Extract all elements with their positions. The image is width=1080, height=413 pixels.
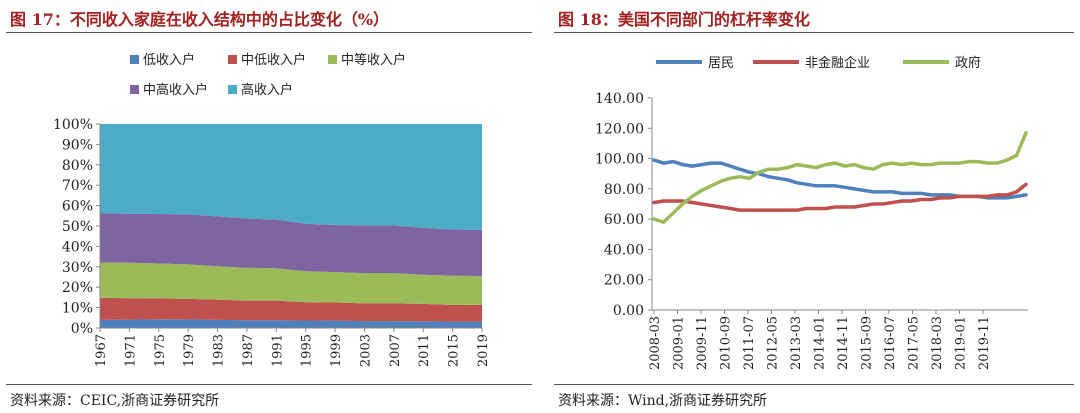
series-line-2 — [652, 182, 1028, 212]
legend-label-5: 高收入户 — [241, 82, 293, 98]
figure-17-title: 图 17：不同收入家庭在收入结构中的占比变化（%） — [10, 10, 390, 29]
y-tick-label: 80.00 — [604, 182, 644, 198]
legend-label-2: 中低收入户 — [241, 52, 306, 68]
legend-swatch-5 — [228, 85, 237, 94]
figure-18-source: 资料来源：Wind,浙商证券研究所 — [558, 393, 768, 409]
y-tick-label: 40% — [62, 239, 93, 255]
x-tick-label: 1999 — [329, 334, 344, 367]
legend-swatch-4 — [130, 85, 139, 94]
y-tick-label: 90% — [62, 137, 93, 153]
legend-swatch-1 — [130, 55, 139, 64]
x-tick-label: 2019-11 — [977, 316, 992, 370]
y-tick-label: 70% — [62, 178, 93, 194]
y-tick-label: 30% — [62, 260, 93, 276]
legend-swatch-3 — [328, 55, 337, 64]
y-tick-label: 60.00 — [604, 212, 644, 228]
figure-17-source: 资料来源：CEIC,浙商证券研究所 — [10, 393, 220, 409]
figure-17-top-rule — [6, 32, 532, 33]
x-tick-label: 1987 — [241, 334, 256, 367]
x-tick-label: 1991 — [270, 334, 285, 367]
x-tick-label: 2010-09 — [719, 316, 734, 370]
x-tick-label: 1995 — [300, 334, 315, 367]
x-tick-label: 2011 — [417, 334, 432, 367]
x-tick-label: 2017-05 — [907, 316, 922, 370]
area-series-4 — [100, 213, 482, 276]
x-tick-label: 2018-03 — [930, 316, 945, 370]
x-tick-label: 2019 — [476, 334, 491, 367]
figure-17-bottom-rule — [6, 384, 532, 385]
y-tick-label: 20% — [62, 280, 93, 296]
legend-swatch-2 — [228, 55, 237, 64]
x-tick-label: 2013-03 — [789, 316, 804, 370]
y-tick-label: 140.00 — [595, 91, 644, 107]
legend-label-3: 中等收入户 — [341, 52, 406, 68]
y-tick-label: 0% — [71, 321, 93, 337]
x-tick-label: 2019-01 — [954, 316, 969, 370]
leverage-line-chart: 居民 非金融企业 政府 0.00 20.00 40.00 60.00 80.00 100.00 1… — [595, 55, 1028, 370]
figure-18-title: 图 18：美国不同部门的杠杆率变化 — [558, 10, 810, 29]
area-series-2 — [100, 297, 482, 322]
y-tick-label: 60% — [62, 199, 93, 215]
figure-17-panel: 图 17：不同收入家庭在收入结构中的占比变化（%） 低收入户 中低收入户 中等收入户… — [0, 0, 538, 413]
legend-label-4: 中高收入户 — [143, 82, 208, 98]
x-tick-label: 2007 — [388, 334, 403, 367]
y-tick-label: 120.00 — [595, 121, 644, 137]
x-tick-label: 1967 — [94, 334, 109, 367]
y-tick-label: 20.00 — [604, 273, 644, 289]
x-tick-label: 1983 — [212, 334, 227, 367]
y-tick-label: 40.00 — [604, 242, 644, 258]
series-line-3 — [652, 131, 1028, 224]
x-tick-label: 2003 — [358, 334, 373, 367]
y-tick-label: 80% — [62, 158, 93, 174]
y-tick-label: 50% — [62, 219, 93, 235]
area-series-5 — [100, 124, 482, 230]
figure-18-panel: 图 18：美国不同部门的杠杆率变化 居民 非金融企业 政府 0.00 20.00 40.0… — [548, 0, 1080, 413]
x-tick-label: 2014-11 — [836, 316, 851, 370]
legend-label-2: 非金融企业 — [805, 55, 870, 71]
y-tick-label: 10% — [62, 301, 93, 317]
x-tick-label: 2008-03 — [648, 316, 663, 370]
area-series-1 — [100, 319, 482, 328]
x-tick-label: 2012-05 — [766, 316, 781, 370]
x-tick-label: 1971 — [123, 334, 138, 367]
x-tick-label: 1979 — [182, 334, 197, 367]
x-tick-label: 2009-11 — [695, 316, 710, 370]
legend-label-1: 低收入户 — [143, 52, 195, 68]
x-tick-label: 2015 — [447, 334, 462, 367]
x-tick-label: 1975 — [153, 334, 168, 367]
x-tick-label: 2011-07 — [742, 316, 757, 370]
legend-label-1: 居民 — [708, 56, 734, 71]
y-tick-label: 0.00 — [613, 303, 644, 319]
x-tick-label: 2015-09 — [860, 316, 875, 370]
figure-18-bottom-rule — [554, 384, 1074, 385]
x-tick-label: 2016-07 — [883, 316, 898, 370]
legend-label-3: 政府 — [955, 56, 981, 71]
y-tick-label: 100% — [53, 117, 93, 133]
figure-18-top-rule — [554, 32, 1074, 33]
x-tick-label: 2014-01 — [813, 316, 828, 370]
y-tick-label: 100.00 — [595, 152, 644, 168]
x-tick-label: 2009-01 — [672, 316, 687, 370]
